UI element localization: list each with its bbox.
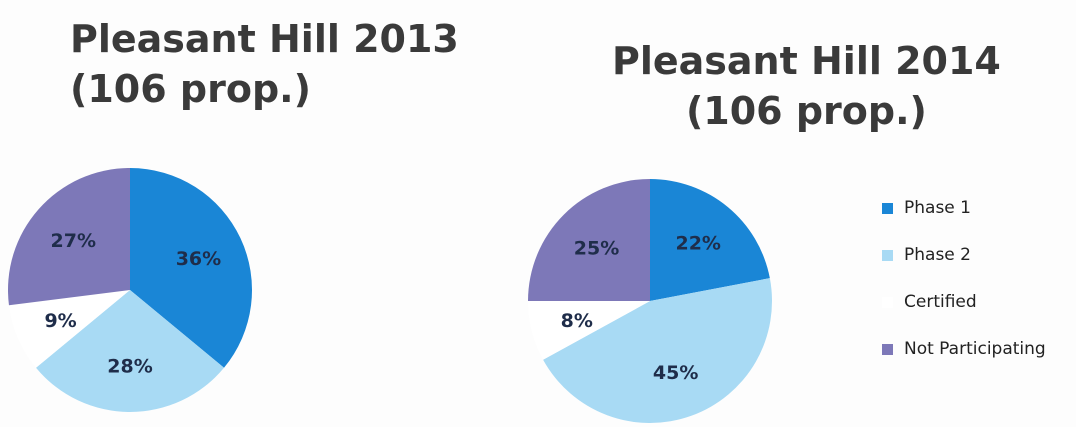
pie-2014-label-phase-2: 45% <box>653 362 698 384</box>
legend-swatch-phase-2 <box>882 249 893 261</box>
legend-swatch-not-participating <box>882 343 893 355</box>
chart-title-2013: Pleasant Hill 2013 (106 prop.) <box>70 14 459 114</box>
pie-2013-label-not-participating: 27% <box>51 230 96 252</box>
pie-2014-label-not-participating: 25% <box>574 238 619 260</box>
pie-2014-slice-phase-2 <box>543 278 772 423</box>
pie-2013-slice-not-participating <box>7 168 130 306</box>
chart-title-2014: Pleasant Hill 2014 (106 prop.) <box>612 36 1001 136</box>
chart-title-2013-line1: Pleasant Hill 2013 <box>70 17 459 61</box>
legend-item-certified: Certified <box>882 290 1046 314</box>
pie-chart-2013: 36% 28% 9% 27% <box>7 168 252 412</box>
chart-title-2014-line1: Pleasant Hill 2014 <box>612 39 1001 83</box>
legend-item-phase-2: Phase 2 <box>882 243 1046 267</box>
legend-swatch-phase-1 <box>882 202 893 214</box>
pie-2014-label-certified: 8% <box>561 310 593 332</box>
pie-chart-2014: 22% 45% 8% 25% <box>528 179 772 423</box>
pie-2013-slice-phase-2 <box>35 290 225 412</box>
legend-label-not-participating: Not Participating <box>904 339 1046 359</box>
chart-title-2013-line2: (106 prop.) <box>70 67 311 111</box>
legend-label-phase-2: Phase 2 <box>904 245 971 265</box>
pie-2013-label-certified: 9% <box>44 310 76 332</box>
pie-2014-slice-not-participating <box>528 179 650 301</box>
pie-2014-slice-phase-1 <box>650 179 770 301</box>
legend-label-phase-1: Phase 1 <box>904 198 971 218</box>
pie-2013-label-phase-2: 28% <box>107 356 152 378</box>
chart-title-2014-line2: (106 prop.) <box>685 89 927 133</box>
legend-swatch-certified <box>882 296 893 308</box>
legend-label-certified: Certified <box>904 292 977 312</box>
legend-item-not-participating: Not Participating <box>882 337 1046 361</box>
pie-2013-slice-certified <box>8 290 131 368</box>
legend: Phase 1 Phase 2 Certified Not Participat… <box>882 196 1046 384</box>
pie-2014-label-phase-1: 22% <box>675 233 720 255</box>
pie-2014-slice-certified <box>528 301 650 360</box>
pie-2013-label-phase-1: 36% <box>176 248 221 270</box>
pie-2013-slice-phase-1 <box>130 168 252 368</box>
legend-item-phase-1: Phase 1 <box>882 196 1046 220</box>
